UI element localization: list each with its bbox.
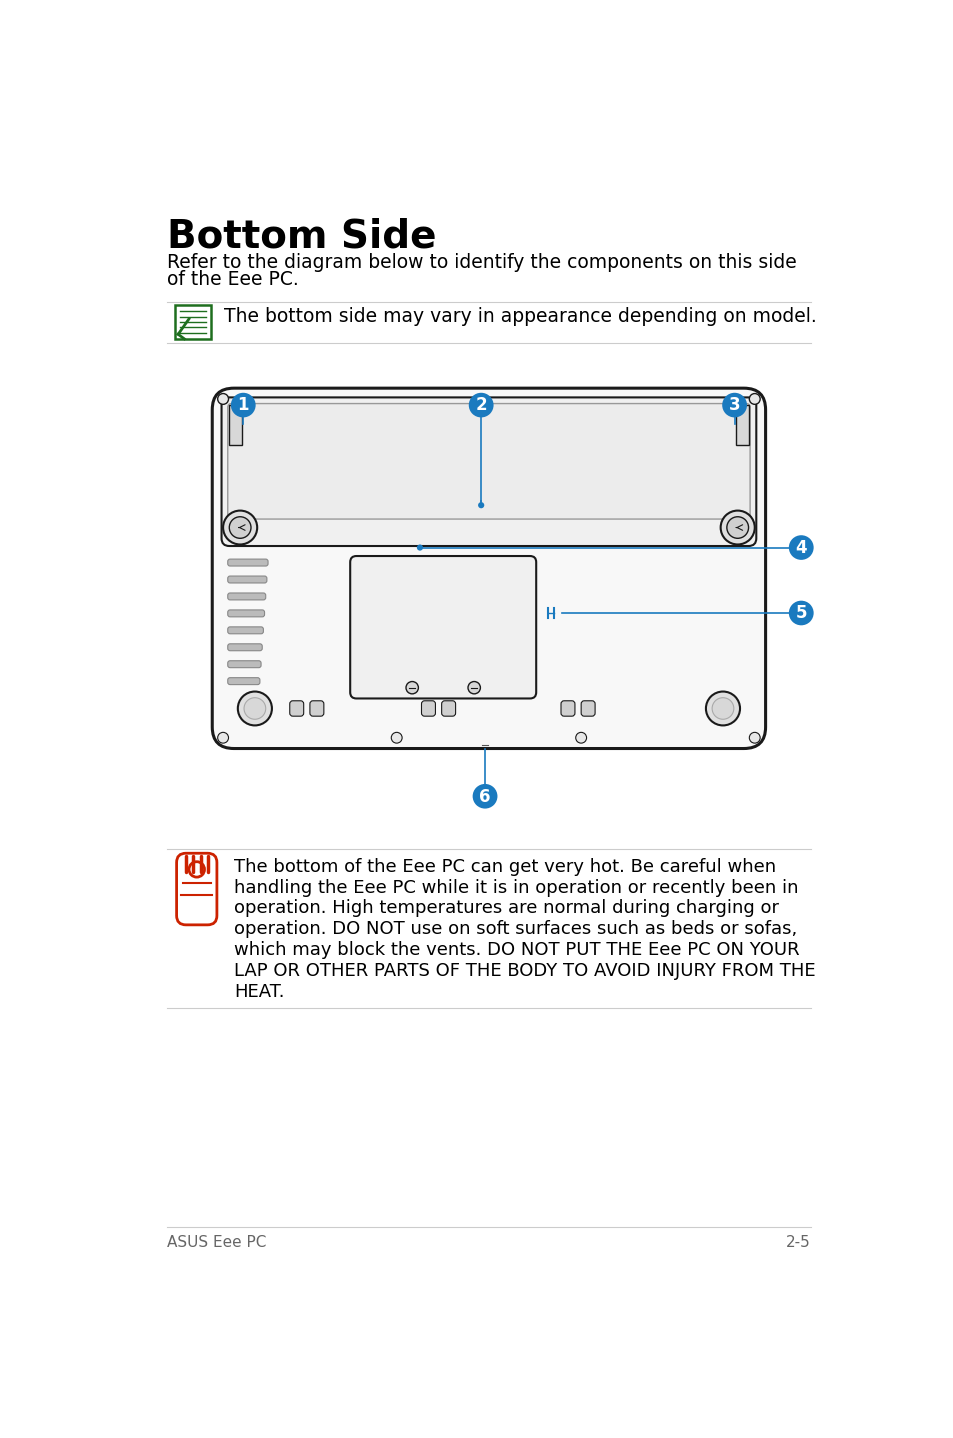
Text: LAP OR OTHER PARTS OF THE BODY TO AVOID INJURY FROM THE: LAP OR OTHER PARTS OF THE BODY TO AVOID … xyxy=(233,962,815,979)
Circle shape xyxy=(788,535,813,559)
Circle shape xyxy=(223,510,257,545)
Text: of the Eee PC.: of the Eee PC. xyxy=(167,270,298,289)
FancyBboxPatch shape xyxy=(310,700,323,716)
Circle shape xyxy=(231,393,255,417)
Text: handling the Eee PC while it is in operation or recently been in: handling the Eee PC while it is in opera… xyxy=(233,879,798,897)
Text: 2: 2 xyxy=(475,397,486,414)
FancyBboxPatch shape xyxy=(176,853,216,925)
Text: Bottom Side: Bottom Side xyxy=(167,217,436,255)
Circle shape xyxy=(477,502,484,508)
Circle shape xyxy=(468,682,480,695)
FancyBboxPatch shape xyxy=(228,627,263,634)
Circle shape xyxy=(472,784,497,808)
FancyBboxPatch shape xyxy=(228,660,261,667)
Bar xyxy=(229,406,241,446)
FancyBboxPatch shape xyxy=(228,610,264,617)
Circle shape xyxy=(244,697,266,719)
Circle shape xyxy=(748,732,760,743)
Text: HEAT.: HEAT. xyxy=(233,982,284,1001)
FancyBboxPatch shape xyxy=(228,677,259,684)
FancyBboxPatch shape xyxy=(441,700,456,716)
Text: ASUS Eee PC: ASUS Eee PC xyxy=(167,1235,267,1250)
Circle shape xyxy=(705,692,740,725)
Circle shape xyxy=(711,697,733,719)
Circle shape xyxy=(391,732,402,743)
Circle shape xyxy=(575,732,586,743)
FancyBboxPatch shape xyxy=(580,700,595,716)
Circle shape xyxy=(726,516,748,538)
Text: 1: 1 xyxy=(237,397,249,414)
Circle shape xyxy=(189,861,204,877)
FancyBboxPatch shape xyxy=(228,577,267,582)
Circle shape xyxy=(229,516,251,538)
Circle shape xyxy=(468,393,493,417)
Circle shape xyxy=(217,732,229,743)
Circle shape xyxy=(237,692,272,725)
FancyBboxPatch shape xyxy=(228,404,749,519)
FancyBboxPatch shape xyxy=(228,644,262,651)
Circle shape xyxy=(748,394,760,404)
Text: operation. High temperatures are normal during charging or: operation. High temperatures are normal … xyxy=(233,899,779,917)
Text: 2-5: 2-5 xyxy=(785,1235,810,1250)
FancyBboxPatch shape xyxy=(560,700,575,716)
Text: 5: 5 xyxy=(795,604,806,623)
FancyBboxPatch shape xyxy=(421,700,435,716)
Text: 6: 6 xyxy=(478,788,490,805)
Text: The bottom side may vary in appearance depending on model.: The bottom side may vary in appearance d… xyxy=(224,306,816,325)
Text: which may block the vents. DO NOT PUT THE Eee PC ON YOUR: which may block the vents. DO NOT PUT TH… xyxy=(233,940,799,959)
Circle shape xyxy=(721,393,746,417)
FancyBboxPatch shape xyxy=(221,397,756,546)
FancyBboxPatch shape xyxy=(228,559,268,567)
Text: Refer to the diagram below to identify the components on this side: Refer to the diagram below to identify t… xyxy=(167,253,796,272)
Text: 3: 3 xyxy=(728,397,740,414)
FancyBboxPatch shape xyxy=(228,592,266,600)
Text: 4: 4 xyxy=(795,539,806,557)
Circle shape xyxy=(217,394,229,404)
FancyBboxPatch shape xyxy=(350,557,536,699)
FancyBboxPatch shape xyxy=(212,388,765,749)
Bar xyxy=(736,406,748,446)
FancyBboxPatch shape xyxy=(174,305,211,339)
Circle shape xyxy=(416,545,422,551)
Circle shape xyxy=(720,510,754,545)
FancyBboxPatch shape xyxy=(290,700,303,716)
Circle shape xyxy=(788,601,813,626)
Text: operation. DO NOT use on soft surfaces such as beds or sofas,: operation. DO NOT use on soft surfaces s… xyxy=(233,920,797,938)
Text: The bottom of the Eee PC can get very hot. Be careful when: The bottom of the Eee PC can get very ho… xyxy=(233,858,775,876)
Circle shape xyxy=(406,682,418,695)
